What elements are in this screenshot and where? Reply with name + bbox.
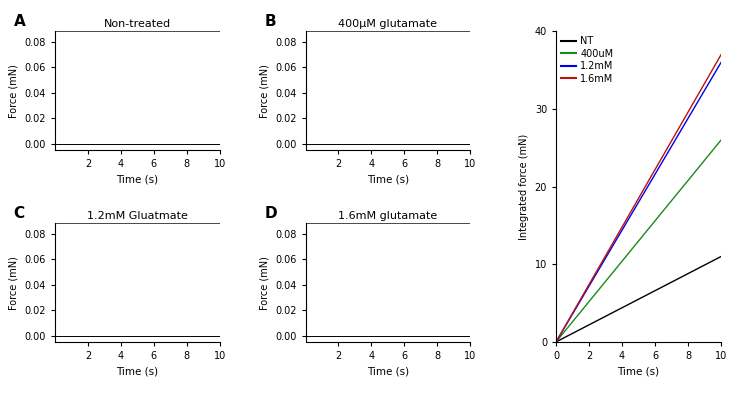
400uM <box>712 143 720 148</box>
Line: 400uM: 400uM <box>556 140 721 342</box>
1.6mM <box>712 61 720 65</box>
NT <box>632 298 640 303</box>
NT <box>712 257 720 261</box>
X-axis label: Time (s): Time (s) <box>116 174 158 185</box>
1.6mM <box>552 340 561 344</box>
Y-axis label: Force (mN): Force (mN) <box>9 256 19 310</box>
400uM <box>552 340 561 344</box>
Title: 400μM glutamate: 400μM glutamate <box>338 19 438 29</box>
X-axis label: Time (s): Time (s) <box>367 367 409 376</box>
Y-axis label: Force (mN): Force (mN) <box>259 256 269 310</box>
Line: 1.6mM: 1.6mM <box>556 55 721 342</box>
NT <box>681 272 690 277</box>
Line: NT: NT <box>556 257 721 342</box>
1.6mM <box>627 208 636 212</box>
400uM <box>632 241 640 246</box>
NT <box>552 340 561 344</box>
Text: D: D <box>264 206 277 220</box>
1.6mM <box>717 52 725 57</box>
Title: 1.2mM Gluatmate: 1.2mM Gluatmate <box>87 211 188 221</box>
X-axis label: Time (s): Time (s) <box>618 367 660 376</box>
1.2mM <box>552 340 561 344</box>
1.2mM <box>712 68 720 73</box>
1.2mM <box>681 119 690 124</box>
Y-axis label: Integrated force (mN): Integrated force (mN) <box>519 134 529 240</box>
1.2mM <box>627 211 636 216</box>
400uM <box>627 247 636 252</box>
1.6mM <box>560 325 569 329</box>
Y-axis label: Force (mN): Force (mN) <box>9 64 19 118</box>
Line: 1.2mM: 1.2mM <box>556 62 721 342</box>
Title: Non-treated: Non-treated <box>104 19 171 29</box>
400uM <box>681 181 690 185</box>
Text: C: C <box>14 206 25 220</box>
Legend: NT, 400uM, 1.2mM, 1.6mM: NT, 400uM, 1.2mM, 1.6mM <box>561 36 614 84</box>
1.2mM <box>712 68 720 73</box>
400uM <box>712 144 720 149</box>
1.6mM <box>681 114 690 118</box>
Text: B: B <box>264 14 276 29</box>
NT <box>712 257 720 261</box>
1.2mM <box>632 204 640 208</box>
Title: 1.6mM glutamate: 1.6mM glutamate <box>338 211 438 221</box>
Text: A: A <box>14 14 26 29</box>
NT <box>627 300 636 305</box>
NT <box>560 335 569 340</box>
NT <box>717 254 725 259</box>
Y-axis label: Force (mN): Force (mN) <box>259 64 269 118</box>
1.6mM <box>632 200 640 204</box>
1.2mM <box>717 60 725 65</box>
1.6mM <box>712 61 720 66</box>
X-axis label: Time (s): Time (s) <box>367 174 409 185</box>
1.2mM <box>560 325 569 330</box>
400uM <box>717 138 725 142</box>
X-axis label: Time (s): Time (s) <box>116 367 158 376</box>
400uM <box>560 329 569 334</box>
